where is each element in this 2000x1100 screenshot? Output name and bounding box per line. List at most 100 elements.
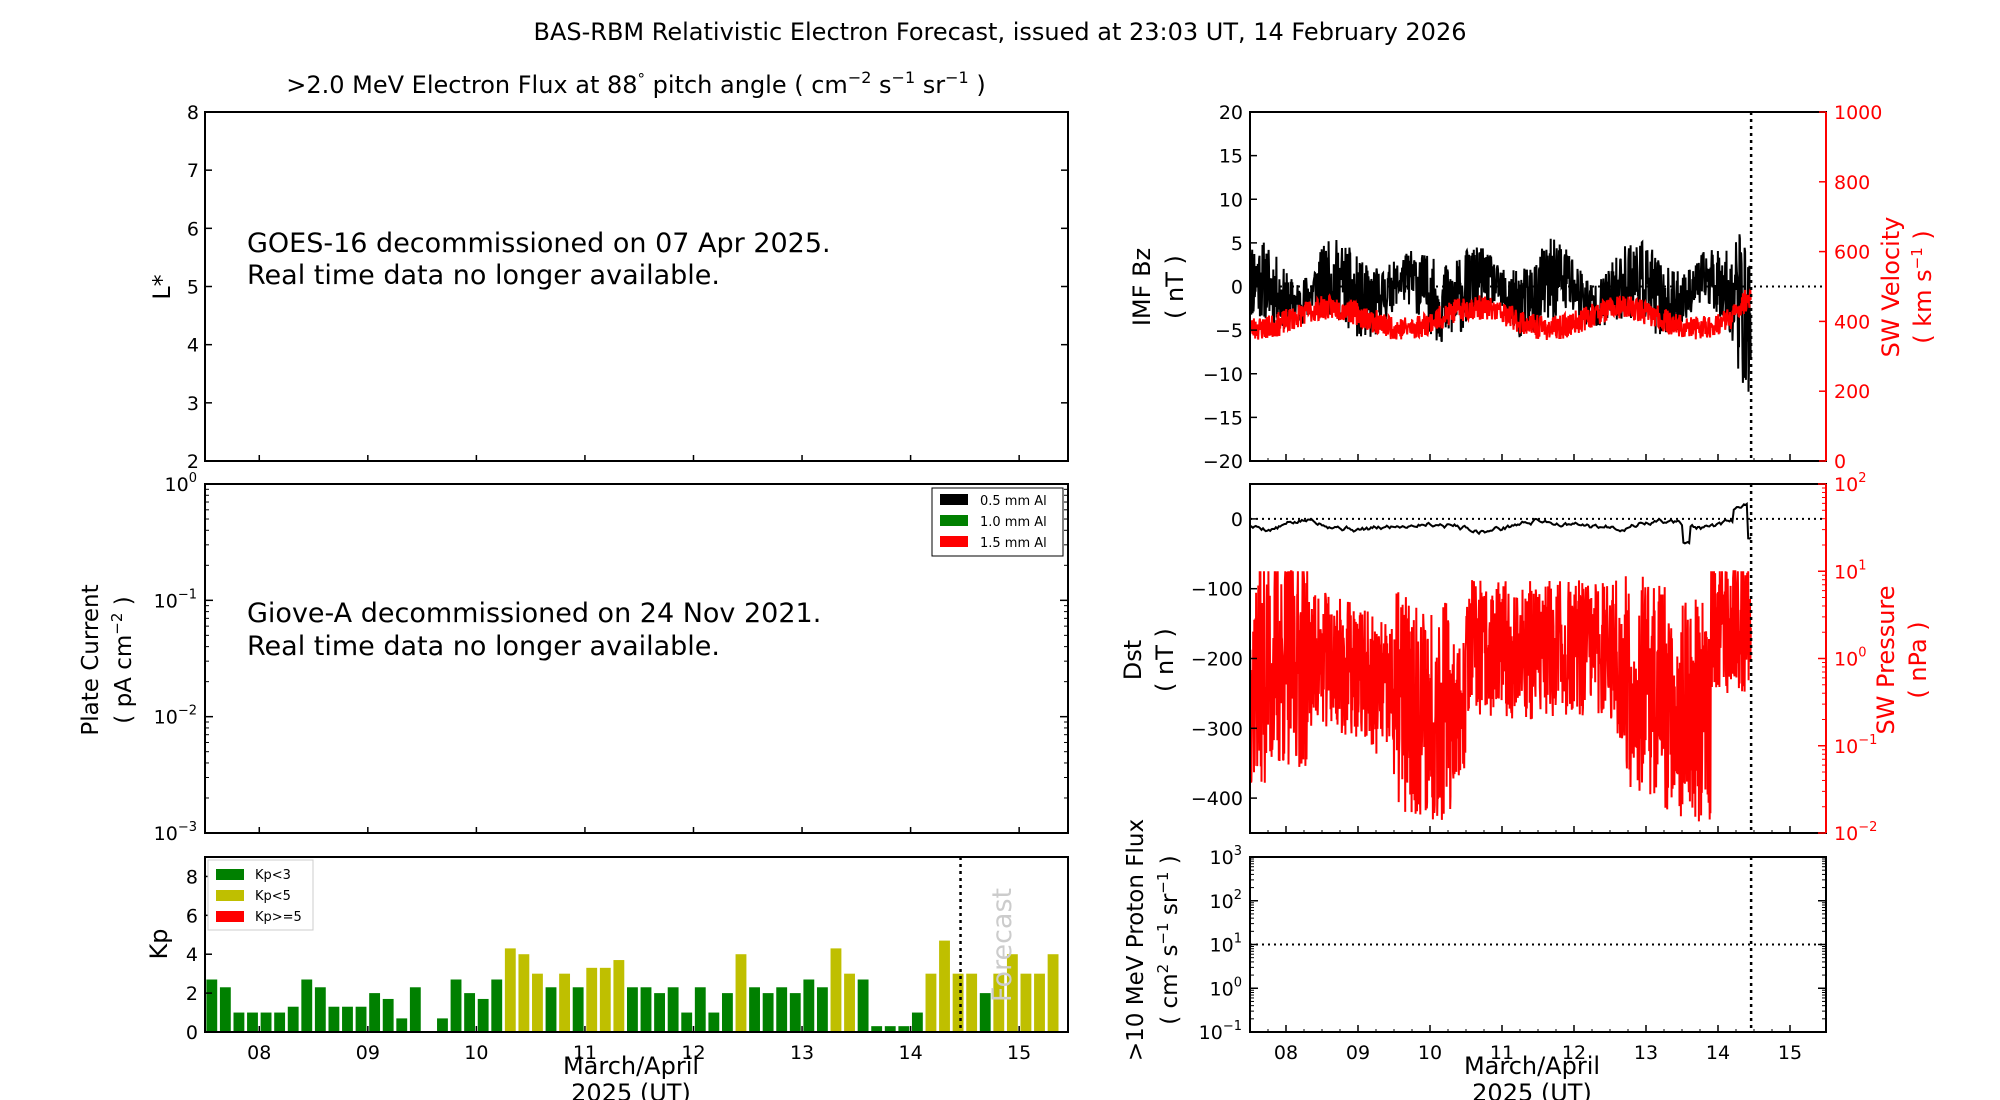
kp-xtick-label: 11 bbox=[573, 1042, 597, 1064]
kp-bar bbox=[287, 1006, 299, 1032]
proton-ytick-label-base: 10 bbox=[1210, 847, 1234, 869]
kp-bar bbox=[966, 973, 978, 1032]
sw-pressure-ytick-label-exp: −2 bbox=[1858, 820, 1877, 835]
plate-current-legend-label: 1.5 mm Al bbox=[980, 536, 1047, 551]
kp-bar bbox=[762, 993, 774, 1032]
plate-current-ytick-label: 10−3 bbox=[154, 820, 197, 845]
sw-pressure-ylabel-units: ( nPa ) bbox=[1904, 621, 1932, 698]
kp-bar bbox=[925, 973, 937, 1032]
sw-pressure-ytick-label: 100 bbox=[1834, 646, 1866, 671]
plate-current-ytick-label-base: 10 bbox=[154, 823, 178, 845]
sw-pressure-ytick-label-exp: 1 bbox=[1858, 558, 1866, 573]
plate-current-ytick-label: 10−2 bbox=[154, 704, 197, 729]
electron-flux-title-pitch: pitch angle ( bbox=[645, 71, 811, 99]
kp-bar bbox=[952, 973, 964, 1032]
plate-current-legend-swatch bbox=[940, 494, 968, 505]
proton-ytick-label-base: 10 bbox=[1210, 891, 1234, 913]
electron-flux-title-end: ) bbox=[969, 71, 986, 99]
sw-velocity-ytick-label: 0 bbox=[1834, 451, 1846, 473]
kp-bar bbox=[572, 987, 584, 1032]
kp-frame bbox=[204, 856, 1069, 1033]
plate-current-ytick-label-base: 10 bbox=[165, 474, 189, 496]
sw-pressure-ytick-label: 102 bbox=[1834, 471, 1866, 496]
imf-ylabel: IMF Bz bbox=[1128, 248, 1156, 326]
kp-bar bbox=[816, 987, 828, 1032]
electron-flux-notice-line2: Real time data no longer available. bbox=[247, 260, 720, 291]
plate-current-legend-swatch bbox=[940, 536, 968, 547]
sw-velocity-units-exp: −1 bbox=[1908, 247, 1926, 269]
kp-xlabel: March/April bbox=[563, 1052, 699, 1080]
plate-current-legend-label: 1.0 mm Al bbox=[980, 515, 1047, 530]
kp-bar bbox=[1006, 954, 1018, 1032]
imf-ytick-label: 0 bbox=[1231, 277, 1243, 299]
dst-ytick-label: −400 bbox=[1191, 788, 1243, 810]
plate-current-ytick-label-base: 10 bbox=[154, 590, 178, 612]
dst-ytick-label: 0 bbox=[1231, 509, 1243, 531]
imf-ylabel-units: ( nT ) bbox=[1161, 255, 1189, 319]
kp-bar bbox=[844, 973, 855, 1032]
electron-flux-title-s-exp: −1 bbox=[892, 68, 916, 87]
plate-current-ytick-label-exp: 0 bbox=[189, 471, 197, 486]
proton-ytick-label-exp: 2 bbox=[1234, 888, 1242, 903]
plate-current-legend-label: 0.5 mm Al bbox=[980, 494, 1047, 509]
kp-bar bbox=[911, 1012, 923, 1032]
kp-xtick-label: 09 bbox=[356, 1042, 380, 1064]
plate-current-ylabel-units: ( pA cm−2 ) bbox=[108, 596, 137, 723]
kp-bar bbox=[369, 993, 381, 1032]
proton-xtick-label: 14 bbox=[1706, 1042, 1730, 1064]
proton-xtick-label: 09 bbox=[1346, 1042, 1370, 1064]
electron-flux-notice-line1: GOES-16 decommissioned on 07 Apr 2025. bbox=[247, 228, 831, 259]
proton-ytick-label-base: 10 bbox=[1210, 935, 1234, 957]
sw-velocity-ytick-label: 200 bbox=[1834, 381, 1870, 403]
kp-bar bbox=[789, 993, 801, 1032]
electron-flux-ytick-label: 4 bbox=[187, 335, 199, 357]
kp-legend-swatch bbox=[216, 890, 244, 901]
kp-forecast-label: Forecast bbox=[987, 888, 1018, 1002]
plate-current-ytick-label-exp: −1 bbox=[178, 587, 197, 602]
proton-ytick-label: 103 bbox=[1210, 844, 1242, 869]
kp-bar bbox=[545, 987, 557, 1032]
proton-xtick-label: 11 bbox=[1490, 1042, 1514, 1064]
proton-ytick-label-base: 10 bbox=[1199, 1022, 1223, 1044]
proton-xtick-label: 12 bbox=[1562, 1042, 1586, 1064]
kp-bar bbox=[274, 1012, 286, 1032]
kp-bar bbox=[382, 998, 394, 1032]
kp-bar bbox=[1034, 973, 1045, 1032]
kp-ylabel: Kp bbox=[145, 929, 173, 960]
imf-ytick-label: 5 bbox=[1231, 233, 1243, 255]
proton-xtick-label: 08 bbox=[1274, 1042, 1298, 1064]
sw-velocity-line bbox=[1249, 288, 1752, 340]
kp-bar bbox=[342, 1006, 353, 1032]
sw-pressure-ytick-label-exp: −1 bbox=[1858, 733, 1877, 748]
imf-ytick-label: −20 bbox=[1203, 451, 1243, 473]
dst-ytick-label: −100 bbox=[1191, 579, 1243, 601]
kp-bar bbox=[260, 1012, 272, 1032]
sw-pressure-ytick-label-base: 10 bbox=[1834, 474, 1858, 496]
electron-flux-ytick-label: 6 bbox=[187, 218, 199, 240]
proton-units-exp1: 2 bbox=[1154, 964, 1172, 974]
sw-pressure-ytick-label-base: 10 bbox=[1834, 649, 1858, 671]
plate-current-ytick-label-base: 10 bbox=[154, 707, 178, 729]
proton-units-s: s bbox=[1157, 945, 1183, 964]
sw-pressure-ytick-label: 10−1 bbox=[1834, 733, 1877, 758]
kp-bar bbox=[613, 960, 625, 1032]
kp-bar bbox=[437, 1018, 448, 1032]
sw-velocity-units-text: ( km s bbox=[1909, 269, 1937, 343]
sw-pressure-ytick-label-exp: 2 bbox=[1858, 471, 1866, 486]
plate-current-ytick-label: 100 bbox=[165, 471, 197, 496]
sw-pressure-ytick-label: 101 bbox=[1834, 558, 1866, 583]
kp-bar bbox=[396, 1018, 408, 1032]
electron-flux-title: >2.0 MeV Electron Flux at 88° pitch angl… bbox=[286, 68, 985, 99]
kp-bar bbox=[1047, 954, 1059, 1032]
kp-bar bbox=[640, 987, 652, 1032]
kp-bar bbox=[654, 993, 665, 1032]
imf-ytick-label: 20 bbox=[1219, 102, 1243, 124]
kp-bar bbox=[871, 1026, 883, 1032]
sw-velocity-ytick-label: 1000 bbox=[1834, 102, 1882, 124]
sw-velocity-ytick-label: 400 bbox=[1834, 311, 1870, 333]
proton-ytick-label: 101 bbox=[1210, 932, 1242, 957]
proton-units-exp3: −1 bbox=[1154, 872, 1172, 894]
kp-bar bbox=[830, 948, 842, 1032]
kp-bar bbox=[898, 1026, 910, 1032]
kp-bar bbox=[939, 940, 950, 1032]
